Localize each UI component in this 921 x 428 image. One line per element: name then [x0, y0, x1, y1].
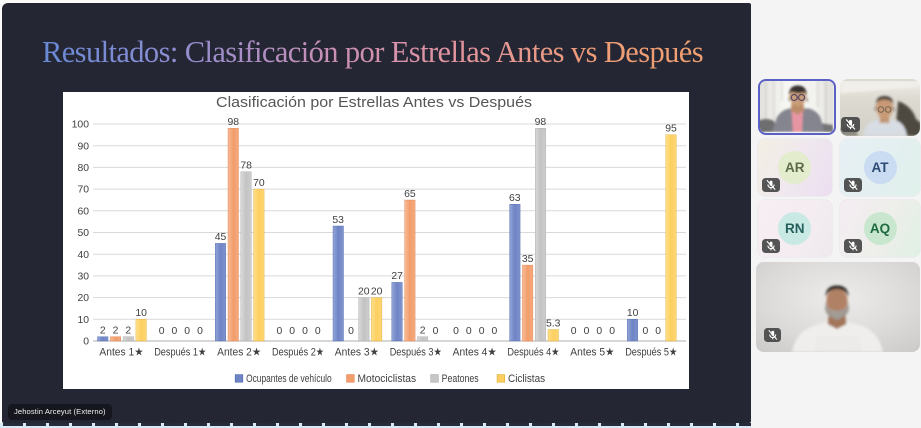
svg-text:0: 0 — [571, 326, 577, 337]
svg-text:0: 0 — [348, 326, 354, 337]
svg-text:10: 10 — [77, 315, 89, 326]
svg-text:63: 63 — [509, 193, 521, 204]
svg-text:78: 78 — [240, 161, 252, 172]
svg-text:Peatones: Peatones — [442, 373, 479, 385]
svg-text:0: 0 — [596, 326, 602, 337]
svg-text:70: 70 — [253, 178, 265, 189]
svg-text:Después 2★: Después 2★ — [272, 347, 324, 359]
svg-text:70: 70 — [77, 185, 89, 196]
svg-text:90: 90 — [77, 141, 89, 152]
svg-text:60: 60 — [77, 206, 89, 217]
svg-text:0: 0 — [197, 326, 203, 337]
svg-text:0: 0 — [289, 326, 295, 337]
svg-text:20: 20 — [358, 286, 370, 297]
svg-text:2: 2 — [420, 326, 426, 337]
svg-text:2: 2 — [100, 326, 106, 337]
svg-text:2: 2 — [125, 326, 131, 337]
svg-text:Antes 2★: Antes 2★ — [217, 347, 261, 359]
svg-text:2: 2 — [113, 326, 119, 337]
svg-text:0: 0 — [643, 326, 649, 337]
svg-text:0: 0 — [492, 326, 498, 337]
svg-text:0: 0 — [83, 337, 89, 348]
svg-text:100: 100 — [72, 120, 90, 131]
svg-text:98: 98 — [535, 117, 547, 128]
svg-text:0: 0 — [433, 326, 439, 337]
svg-text:65: 65 — [404, 189, 416, 200]
svg-text:0: 0 — [315, 326, 321, 337]
svg-text:Después 5★: Después 5★ — [625, 347, 677, 359]
svg-text:Después 3★: Después 3★ — [390, 347, 442, 359]
svg-text:0: 0 — [302, 326, 308, 337]
svg-text:5.3: 5.3 — [546, 318, 561, 329]
svg-text:53: 53 — [332, 215, 344, 226]
svg-text:27: 27 — [391, 271, 403, 282]
svg-text:10: 10 — [135, 308, 147, 319]
svg-text:Después 1★: Después 1★ — [154, 347, 206, 359]
svg-text:95: 95 — [665, 124, 677, 135]
svg-text:0: 0 — [609, 326, 615, 337]
svg-text:35: 35 — [522, 254, 534, 265]
svg-text:98: 98 — [228, 117, 240, 128]
svg-text:0: 0 — [172, 326, 178, 337]
svg-text:Antes 5★: Antes 5★ — [570, 347, 614, 359]
svg-text:20: 20 — [77, 293, 89, 304]
svg-text:0: 0 — [277, 326, 283, 337]
svg-text:0: 0 — [159, 326, 165, 337]
svg-text:Después 4★: Después 4★ — [507, 347, 559, 359]
svg-text:45: 45 — [215, 232, 227, 243]
svg-text:Antes 3★: Antes 3★ — [335, 347, 379, 359]
svg-text:Antes 4★: Antes 4★ — [453, 347, 497, 359]
svg-text:Motociclistas: Motociclistas — [358, 373, 417, 385]
svg-text:Ciclistas: Ciclistas — [508, 373, 545, 385]
svg-text:Antes 1★: Antes 1★ — [99, 347, 143, 359]
svg-text:0: 0 — [466, 326, 472, 337]
svg-text:10: 10 — [627, 308, 639, 319]
svg-text:0: 0 — [184, 326, 190, 337]
svg-text:Ocupantes de vehículo: Ocupantes de vehículo — [246, 373, 332, 385]
svg-text:40: 40 — [77, 250, 89, 261]
svg-text:0: 0 — [479, 326, 485, 337]
svg-text:20: 20 — [371, 286, 383, 297]
svg-text:0: 0 — [584, 326, 590, 337]
svg-text:80: 80 — [77, 163, 89, 174]
svg-text:0: 0 — [655, 326, 661, 337]
svg-text:50: 50 — [77, 228, 89, 239]
svg-text:30: 30 — [77, 272, 89, 283]
svg-text:0: 0 — [453, 326, 459, 337]
svg-text:Clasificación por Estrellas An: Clasificación por Estrellas Antes vs Des… — [216, 95, 532, 111]
